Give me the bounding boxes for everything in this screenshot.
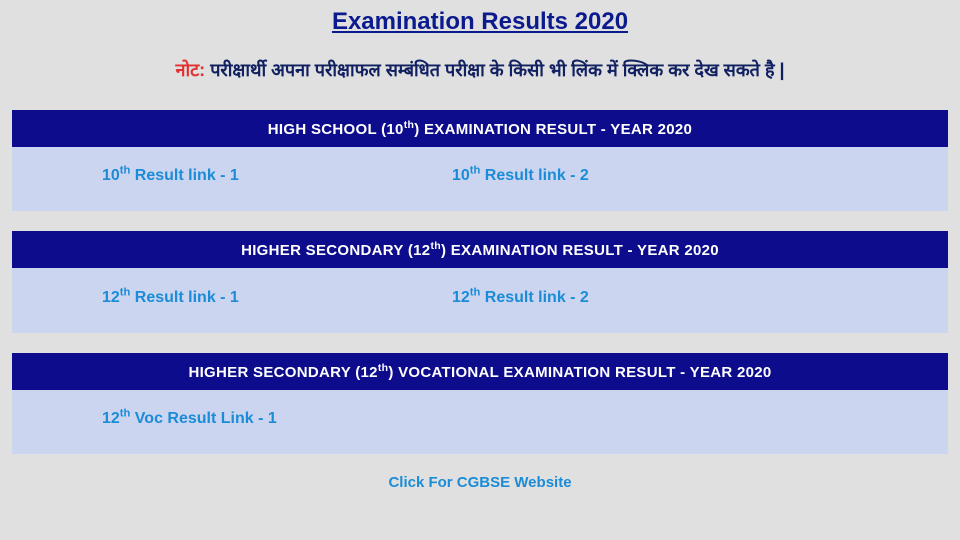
section-12th-voc: HIGHER SECONDARY (12th) VOCATIONAL EXAMI… — [12, 353, 948, 454]
link-column: 10th Result link - 1 — [102, 165, 452, 185]
section-10th: HIGH SCHOOL (10th) EXAMINATION RESULT - … — [12, 110, 948, 211]
link-prefix: 12 — [102, 410, 120, 427]
note-text: परीक्षार्थी अपना परीक्षाफल सम्बंधित परीक… — [210, 60, 784, 80]
section-header-12th: HIGHER SECONDARY (12th) EXAMINATION RESU… — [12, 231, 948, 268]
note-line: नोट: परीक्षार्थी अपना परीक्षाफल सम्बंधित… — [0, 58, 960, 82]
result-link-12-1[interactable]: 12th Result link - 1 — [102, 289, 239, 306]
header-prefix: HIGHER SECONDARY (12 — [188, 364, 377, 381]
page-title: Examination Results 2020 — [0, 8, 960, 36]
section-12th: HIGHER SECONDARY (12th) EXAMINATION RESU… — [12, 231, 948, 332]
footer-cgbse-link[interactable]: Click For CGBSE Website — [0, 474, 960, 491]
link-suffix: Result link - 2 — [480, 289, 588, 306]
section-header-10th: HIGH SCHOOL (10th) EXAMINATION RESULT - … — [12, 110, 948, 147]
result-link-12-2[interactable]: 12th Result link - 2 — [452, 289, 589, 306]
result-link-10-2[interactable]: 10th Result link - 2 — [452, 167, 589, 184]
link-column: 12th Voc Result Link - 1 — [102, 408, 452, 428]
header-sup: th — [378, 362, 389, 374]
link-prefix: 10 — [452, 167, 470, 184]
link-column: 10th Result link - 2 — [452, 165, 802, 185]
link-suffix: Result link - 1 — [130, 167, 238, 184]
header-suffix: ) EXAMINATION RESULT - YEAR 2020 — [441, 242, 719, 259]
header-suffix: ) VOCATIONAL EXAMINATION RESULT - YEAR 2… — [388, 364, 771, 381]
link-suffix: Result link - 1 — [130, 289, 238, 306]
link-column: 12th Result link - 1 — [102, 286, 452, 306]
result-link-10-1[interactable]: 10th Result link - 1 — [102, 167, 239, 184]
link-suffix: Result link - 2 — [480, 167, 588, 184]
link-sup: th — [120, 408, 131, 420]
link-sup: th — [470, 286, 481, 298]
section-header-12th-voc: HIGHER SECONDARY (12th) VOCATIONAL EXAMI… — [12, 353, 948, 390]
header-sup: th — [430, 240, 441, 252]
link-prefix: 12 — [452, 289, 470, 306]
header-sup: th — [404, 119, 415, 131]
section-body-12th: 12th Result link - 1 12th Result link - … — [12, 268, 948, 332]
header-prefix: HIGH SCHOOL (10 — [268, 121, 404, 138]
note-label: नोट: — [175, 60, 205, 80]
link-sup: th — [470, 165, 481, 177]
header-prefix: HIGHER SECONDARY (12 — [241, 242, 430, 259]
link-suffix: Voc Result Link - 1 — [130, 410, 276, 427]
link-prefix: 10 — [102, 167, 120, 184]
link-column: 12th Result link - 2 — [452, 286, 802, 306]
link-sup: th — [120, 165, 131, 177]
section-body-12th-voc: 12th Voc Result Link - 1 — [12, 390, 948, 454]
result-link-12voc-1[interactable]: 12th Voc Result Link - 1 — [102, 410, 277, 427]
page-container: Examination Results 2020 नोट: परीक्षार्थ… — [0, 0, 960, 499]
section-body-10th: 10th Result link - 1 10th Result link - … — [12, 147, 948, 211]
link-prefix: 12 — [102, 289, 120, 306]
header-suffix: ) EXAMINATION RESULT - YEAR 2020 — [414, 121, 692, 138]
link-sup: th — [120, 286, 131, 298]
